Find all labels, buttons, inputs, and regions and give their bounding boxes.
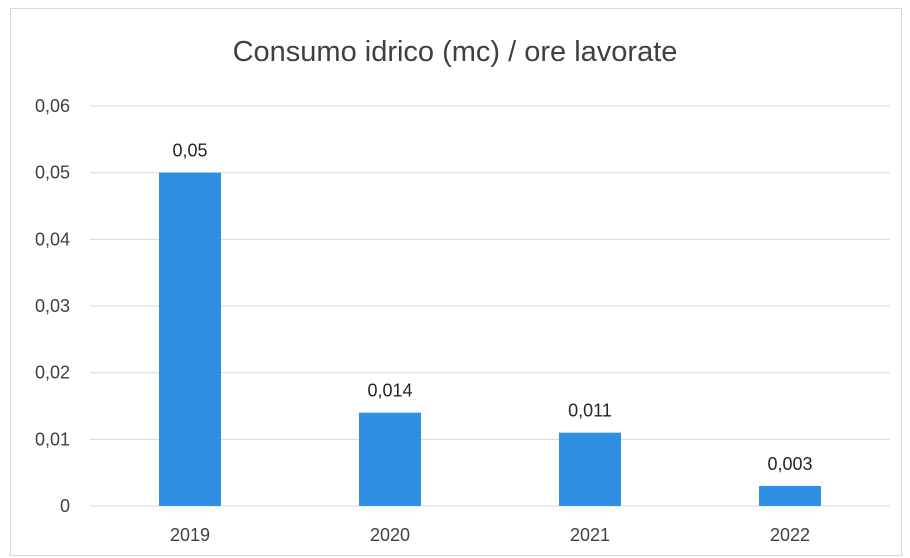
y-tick-label: 0,01: [35, 429, 70, 449]
y-tick-label: 0,02: [35, 363, 70, 383]
bar-2022: [759, 486, 821, 506]
data-label-2019: 0,05: [172, 141, 207, 161]
y-tick-label: 0,05: [35, 163, 70, 183]
y-tick-label: 0,03: [35, 296, 70, 316]
chart-title: Consumo idrico (mc) / ore lavorate: [232, 36, 678, 68]
bar-2021: [559, 432, 621, 506]
x-axis-ticks: 2019 2020 2021 2022: [170, 525, 810, 545]
data-label-2022: 0,003: [767, 454, 812, 474]
x-tick-label-2022: 2022: [770, 525, 810, 545]
bars: [159, 172, 821, 506]
y-tick-label: 0,04: [35, 229, 70, 249]
x-tick-label-2021: 2021: [570, 525, 610, 545]
bar-2020: [359, 412, 421, 506]
y-axis-ticks: 0 0,01 0,02 0,03 0,04 0,05 0,06: [35, 96, 70, 516]
y-tick-label: 0,06: [35, 96, 70, 116]
bar-2019: [159, 172, 221, 506]
x-tick-label-2020: 2020: [370, 525, 410, 545]
y-tick-label: 0: [60, 496, 70, 516]
data-label-2021: 0,011: [568, 401, 612, 421]
chart-frame: [10, 8, 902, 556]
data-label-2020: 0,014: [367, 381, 412, 401]
gridlines: [90, 105, 890, 507]
data-labels: 0,05 0,014 0,011 0,003: [172, 141, 812, 474]
x-tick-label-2019: 2019: [170, 525, 210, 545]
